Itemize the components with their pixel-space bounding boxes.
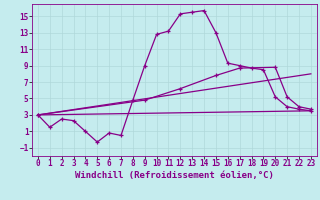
X-axis label: Windchill (Refroidissement éolien,°C): Windchill (Refroidissement éolien,°C) <box>75 171 274 180</box>
